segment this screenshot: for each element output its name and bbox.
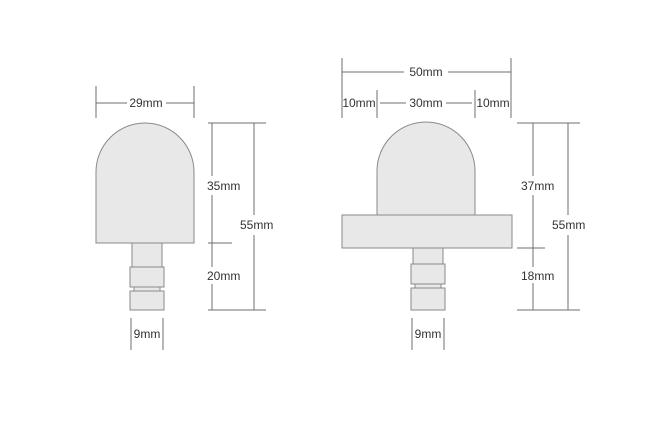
left-stem-height-dimension: 20mm bbox=[207, 243, 266, 311]
left-total-height-label: 55mm bbox=[240, 218, 273, 232]
right-stem-height-label: 18mm bbox=[521, 269, 554, 283]
right-part bbox=[341, 121, 513, 311]
right-segment-width-dimension: 10mm 30mm 10mm bbox=[342, 90, 510, 118]
right-head-height-label: 37mm bbox=[521, 179, 554, 193]
left-width-dimension: 29mm bbox=[95, 86, 195, 118]
right-stem-width-label: 9mm bbox=[415, 327, 442, 341]
right-head-height-dimension: 37mm bbox=[517, 122, 580, 249]
right-dome-cap bbox=[376, 121, 476, 216]
right-flange-left-label: 10mm bbox=[342, 96, 375, 110]
left-stem bbox=[129, 242, 165, 311]
right-stem-width-dimension: 9mm bbox=[411, 318, 445, 350]
left-width-label: 29mm bbox=[129, 96, 162, 110]
left-dome-cap bbox=[95, 122, 195, 244]
right-total-width-dimension: 50mm bbox=[341, 58, 512, 118]
right-total-width-label: 50mm bbox=[409, 65, 442, 79]
left-stem-width-dimension: 9mm bbox=[130, 318, 164, 350]
right-dome-width-label: 30mm bbox=[409, 96, 442, 110]
right-flange-right-label: 10mm bbox=[476, 96, 509, 110]
left-stem-width-label: 9mm bbox=[134, 327, 161, 341]
left-total-height-dimension: 55mm bbox=[240, 123, 273, 310]
right-flange bbox=[341, 214, 513, 249]
right-stem-height-dimension: 18mm bbox=[517, 248, 580, 311]
right-total-height-dimension: 55mm bbox=[552, 123, 585, 310]
left-head-height-label: 35mm bbox=[207, 179, 240, 193]
left-part bbox=[95, 122, 195, 311]
left-stem-height-label: 20mm bbox=[207, 269, 240, 283]
right-total-height-label: 55mm bbox=[552, 218, 585, 232]
right-stem bbox=[410, 247, 446, 311]
